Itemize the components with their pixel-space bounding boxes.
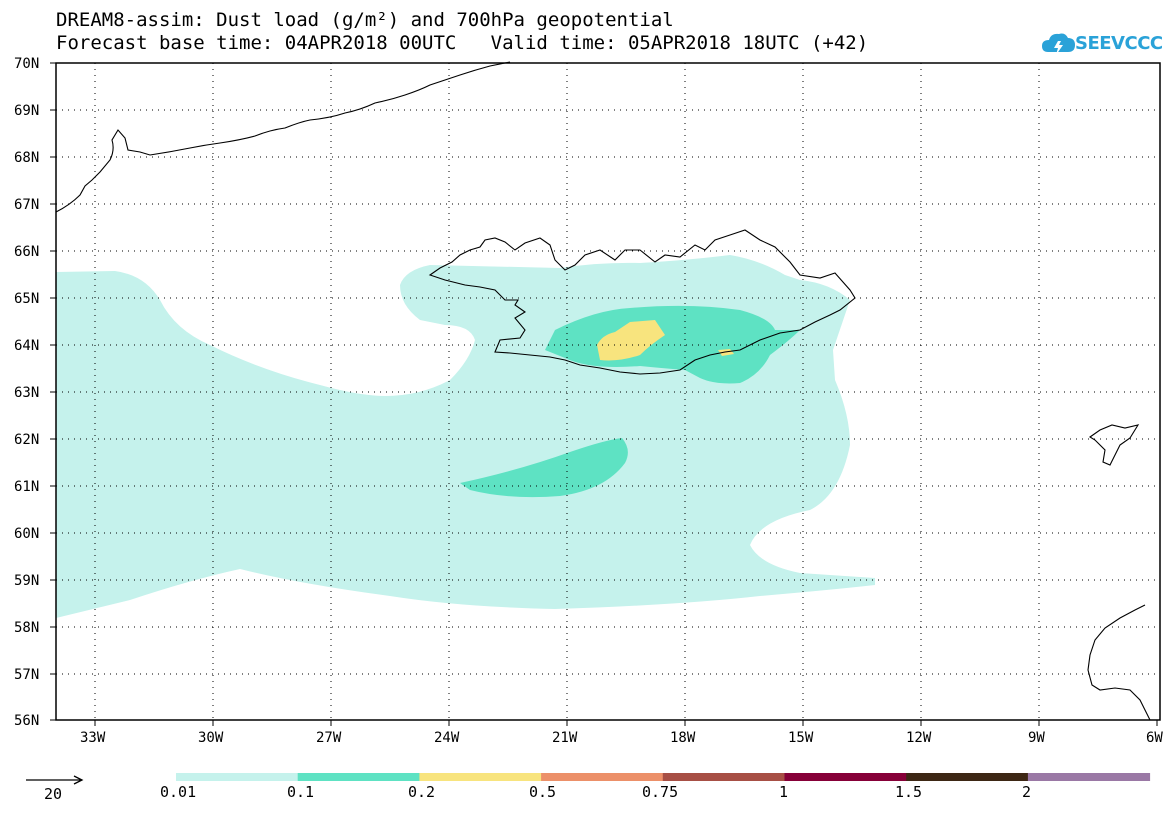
lon-label: 33W [80, 730, 106, 746]
lat-label: 57N [14, 667, 39, 683]
lon-label: 21W [552, 730, 578, 746]
dust-area-0.2 [597, 320, 665, 361]
scotland-coast [1087, 604, 1151, 721]
coastlines [55, 61, 1151, 721]
lat-label: 60N [14, 526, 39, 542]
lat-labels: 70N 69N 68N 67N 66N 65N 64N 63N 62N 61N … [14, 56, 39, 729]
lon-label: 12W [906, 730, 932, 746]
legend-label: 1 [779, 783, 789, 801]
legend-swatch [662, 773, 785, 781]
legend-label: 1.5 [895, 783, 923, 801]
lat-label: 64N [14, 338, 39, 354]
lat-label: 56N [14, 713, 39, 729]
lat-label: 63N [14, 385, 39, 401]
faroe-coast [1088, 424, 1140, 466]
lat-label: 59N [14, 573, 39, 589]
lon-label: 18W [670, 730, 696, 746]
lon-label: 15W [788, 730, 814, 746]
lat-label: 70N [14, 56, 39, 72]
legend-label: 0.1 [287, 783, 315, 801]
chart-subtitle: Forecast base time: 04APR2018 00UTC Vali… [56, 32, 869, 54]
dust-area-0.1-south [460, 438, 628, 498]
legend-swatch [297, 773, 420, 781]
lat-label: 61N [14, 479, 39, 495]
lat-label: 68N [14, 150, 39, 166]
lon-label: 30W [198, 730, 224, 746]
legend-label: 0.5 [529, 783, 557, 801]
dust-area-0.2-small [718, 349, 734, 356]
tick-marks [50, 62, 1158, 726]
chart-title: DREAM8-assim: Dust load (g/m²) and 700hP… [56, 9, 674, 31]
lon-label: 6W [1146, 730, 1163, 746]
cloud-icon [1042, 33, 1075, 55]
legend-swatch [419, 773, 542, 781]
lon-label: 9W [1028, 730, 1045, 746]
legend-swatch [906, 773, 1029, 781]
lat-label: 69N [14, 103, 39, 119]
arrow-icon [26, 775, 84, 785]
dust-area-0.01 [56, 255, 875, 618]
legend-swatch [541, 773, 664, 781]
lon-label: 24W [434, 730, 460, 746]
legend-label: 0.2 [408, 783, 436, 801]
lon-labels: 33W 30W 27W 24W 21W 18W 15W 12W 9W 6W [80, 730, 1163, 746]
legend-swatch [784, 773, 907, 781]
legend-label: 0.01 [160, 783, 197, 801]
lat-label: 66N [14, 244, 39, 260]
lat-label: 65N [14, 291, 39, 307]
legend-swatch [176, 773, 299, 781]
lat-label: 58N [14, 620, 39, 636]
iceland-coast [428, 229, 856, 375]
greenland-coast [55, 61, 511, 213]
lat-label: 67N [14, 197, 39, 213]
grid [56, 63, 1160, 720]
lon-label: 27W [316, 730, 342, 746]
arrow-scale-label: 20 [44, 785, 63, 803]
lat-label: 62N [14, 432, 39, 448]
legend-swatch [1027, 773, 1151, 781]
color-legend [176, 773, 1151, 781]
logo-text: SEEVCCC [1075, 33, 1163, 54]
dust-area-0.1-north [545, 305, 800, 384]
legend-label: 2 [1022, 783, 1032, 801]
legend-label: 0.75 [642, 783, 679, 801]
